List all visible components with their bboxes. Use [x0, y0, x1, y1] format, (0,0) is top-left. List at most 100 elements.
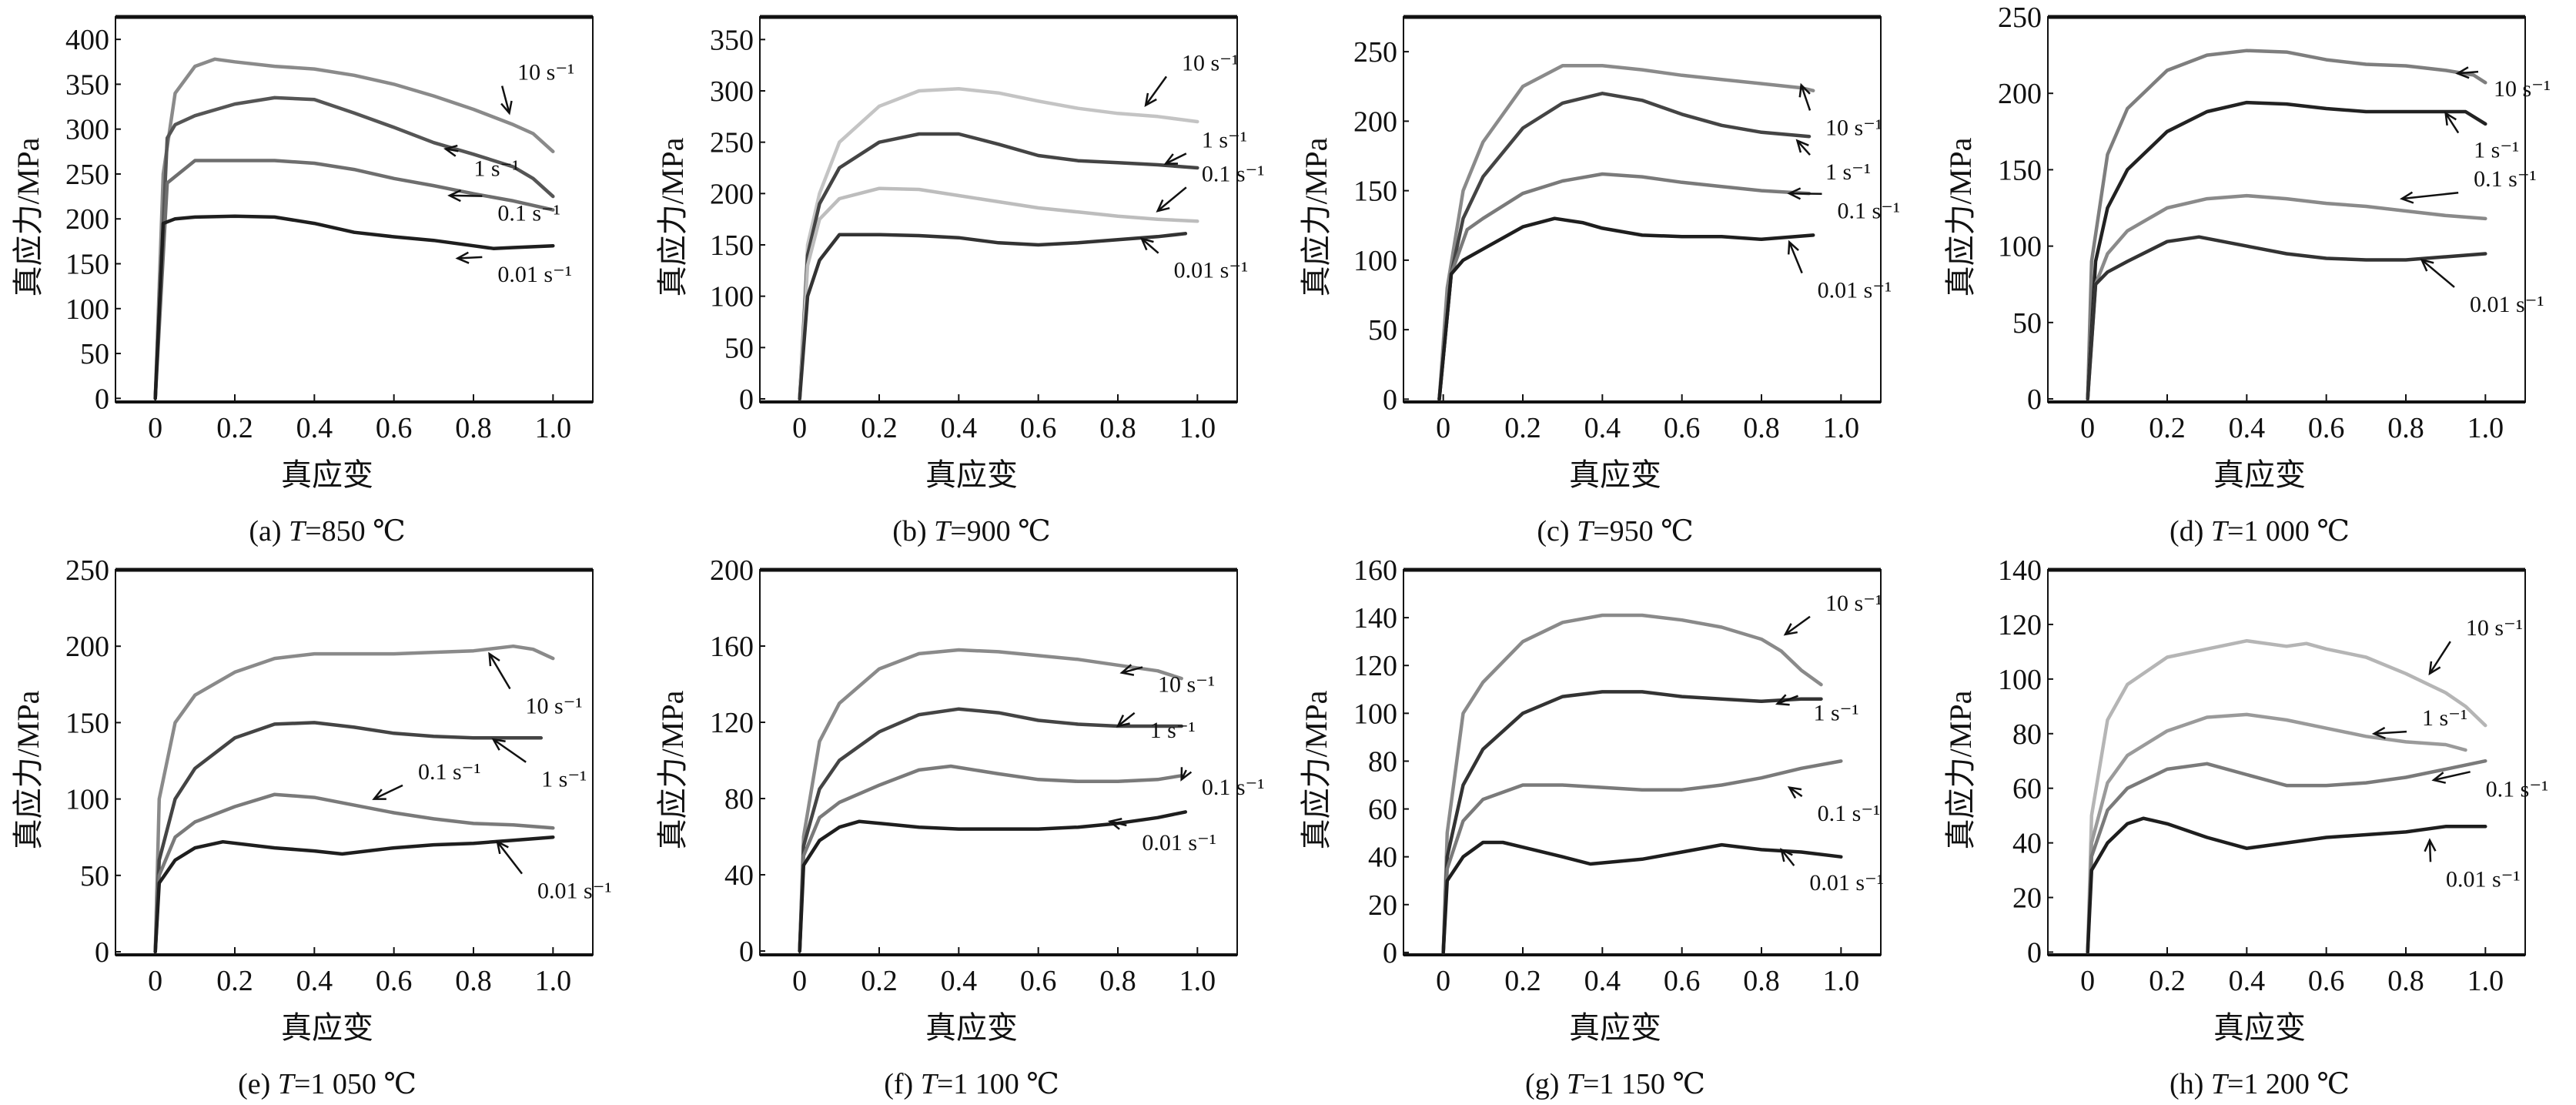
- series-line-0: [797, 648, 1183, 953]
- y-tick-label: 120: [1998, 609, 2042, 641]
- caption-value: =1 000 ℃: [2227, 515, 2350, 547]
- x-axis-label: 真应变: [1569, 1010, 1661, 1045]
- x-tick-label: 0.2: [861, 412, 898, 444]
- caption-value: =950 ℃: [1593, 515, 1693, 547]
- y-tick-label: 300: [710, 75, 754, 108]
- y-tick-label: 120: [710, 707, 754, 739]
- x-tick-label: 0.6: [1664, 965, 1701, 997]
- caption-variable: T: [1567, 1068, 1585, 1100]
- y-tick-label: 150: [65, 707, 109, 739]
- series-label-3: 0.01 s⁻¹: [537, 879, 612, 904]
- series-line-2: [2085, 193, 2487, 401]
- x-tick-label: 0.6: [1664, 412, 1701, 444]
- y-tick-label: 0: [2027, 936, 2042, 969]
- y-axis-label: 真应力/MPa: [1943, 690, 1978, 849]
- x-axis-label: 真应变: [925, 457, 1018, 492]
- arrow-head-icon: [1179, 767, 1192, 782]
- y-tick-label: 200: [65, 631, 109, 663]
- x-tick-label: 1.0: [1179, 412, 1216, 444]
- series-line-1: [1437, 92, 1812, 401]
- series-label-3: 0.01 s⁻¹: [1142, 830, 1216, 856]
- y-tick-label: 350: [65, 69, 109, 101]
- caption-value: =1 100 ℃: [936, 1068, 1059, 1100]
- caption-letter: (f): [884, 1068, 920, 1100]
- y-axis-label: 真应力/MPa: [655, 137, 690, 296]
- y-tick-label: 0: [1383, 937, 1397, 969]
- y-tick-label: 100: [710, 281, 754, 313]
- series-label-0: 10 s⁻¹: [1825, 591, 1882, 616]
- caption-letter: (b): [892, 515, 934, 547]
- series-line-1: [797, 132, 1199, 401]
- y-tick-label: 100: [1353, 698, 1397, 730]
- x-axis-label: 真应变: [1569, 457, 1661, 492]
- series-line-2: [153, 792, 555, 954]
- series-line-0: [797, 87, 1199, 401]
- x-tick-label: 0.8: [2387, 965, 2424, 997]
- series-line-0: [153, 644, 555, 954]
- series-line-1: [797, 707, 1183, 953]
- x-tick-label: 0.4: [940, 412, 977, 444]
- series-label-0: 10 s⁻¹: [517, 60, 574, 85]
- subplot-caption: (f) T=1 100 ℃: [884, 1068, 1059, 1100]
- plot-frame: [2046, 569, 2526, 956]
- caption-variable: T: [2210, 1068, 2229, 1100]
- y-tick-label: 200: [1998, 78, 2042, 110]
- subplot-e: 0 0.2 0.4 0.6 0.8 1.0 0 50 100 150 200 250 真应变 真应力/MP…: [0, 553, 644, 1105]
- arrow-head-icon: [2444, 111, 2457, 126]
- caption-variable: T: [920, 1068, 938, 1100]
- y-axis-label: 真应力/MPa: [655, 690, 690, 849]
- x-tick-label: 0.6: [1019, 412, 1056, 444]
- subplot-g: 0 0.2 0.4 0.6 0.8 1.0 0 20 40 60 80 100 120 140 160 真应变…: [1288, 553, 1932, 1105]
- annotation-arrow: [373, 784, 403, 800]
- arrow-head-icon: [2423, 838, 2437, 852]
- arrow-head-icon: [1787, 239, 1799, 255]
- annotation-arrow: [1144, 75, 1167, 106]
- series-label-2: 0.1 s⁻¹: [1201, 775, 1264, 800]
- x-tick-label: 0.4: [2228, 412, 2265, 444]
- y-tick-label: 200: [1353, 105, 1397, 138]
- subplot-caption: (c) T=950 ℃: [1537, 515, 1693, 547]
- annotation-arrow: [2374, 730, 2407, 735]
- arrow-head-icon: [1787, 785, 1802, 799]
- x-tick-label: 0: [2080, 412, 2095, 444]
- series-line-1: [153, 721, 544, 954]
- series-line-3: [2085, 235, 2487, 401]
- annotation-arrow: [493, 738, 527, 763]
- series-label-3: 0.01 s⁻¹: [2470, 292, 2544, 317]
- y-tick-label: 120: [1353, 650, 1397, 682]
- y-axis-label: 真应力/MPa: [1943, 137, 1978, 296]
- y-tick-label: 250: [65, 554, 109, 587]
- series-label-2: 0.1 s⁻¹: [1838, 199, 1901, 224]
- series-label-3: 0.01 s⁻¹: [1173, 258, 1248, 283]
- series-label-0: 10 s⁻¹: [526, 694, 583, 719]
- subplot-caption: (h) T=1 200 ℃: [2170, 1068, 2350, 1100]
- arrow-head-icon: [1143, 92, 1157, 108]
- x-tick-label: 0.2: [216, 965, 253, 997]
- series-line-1: [2085, 100, 2487, 401]
- x-tick-label: 0.6: [376, 412, 413, 444]
- series-label-1: 1 s⁻¹: [1201, 127, 1246, 152]
- arrow-head-icon: [1787, 187, 1802, 200]
- x-axis-label: 真应变: [2213, 1010, 2306, 1045]
- y-tick-label: 60: [2012, 773, 2042, 805]
- series-line-3: [153, 835, 555, 954]
- y-tick-label: 20: [1368, 889, 1397, 922]
- y-axis-label: 真应力/MPa: [1299, 137, 1333, 296]
- series-line-3: [1441, 840, 1843, 955]
- subplot-h: 0 0.2 0.4 0.6 0.8 1.0 0 20 40 60 80 100 120 140 真应变 真应力…: [1932, 553, 2576, 1105]
- x-tick-label: 0.8: [455, 412, 492, 444]
- y-tick-label: 50: [1368, 314, 1397, 347]
- series-label-2: 0.1 s⁻¹: [497, 201, 560, 226]
- plot-frame: [115, 569, 594, 956]
- y-tick-label: 200: [65, 203, 109, 236]
- arrow-head-icon: [1775, 694, 1790, 706]
- x-tick-label: 0.2: [861, 965, 898, 997]
- arrow-head-icon: [1798, 82, 1811, 98]
- x-tick-label: 1.0: [1823, 412, 1860, 444]
- y-tick-label: 150: [1353, 176, 1397, 208]
- annotation-arrow: [1780, 849, 1795, 866]
- series-line-3: [2085, 816, 2487, 954]
- annotation-arrow: [1788, 786, 1803, 798]
- annotation-arrow: [2420, 259, 2455, 288]
- x-tick-label: 0.4: [296, 412, 333, 444]
